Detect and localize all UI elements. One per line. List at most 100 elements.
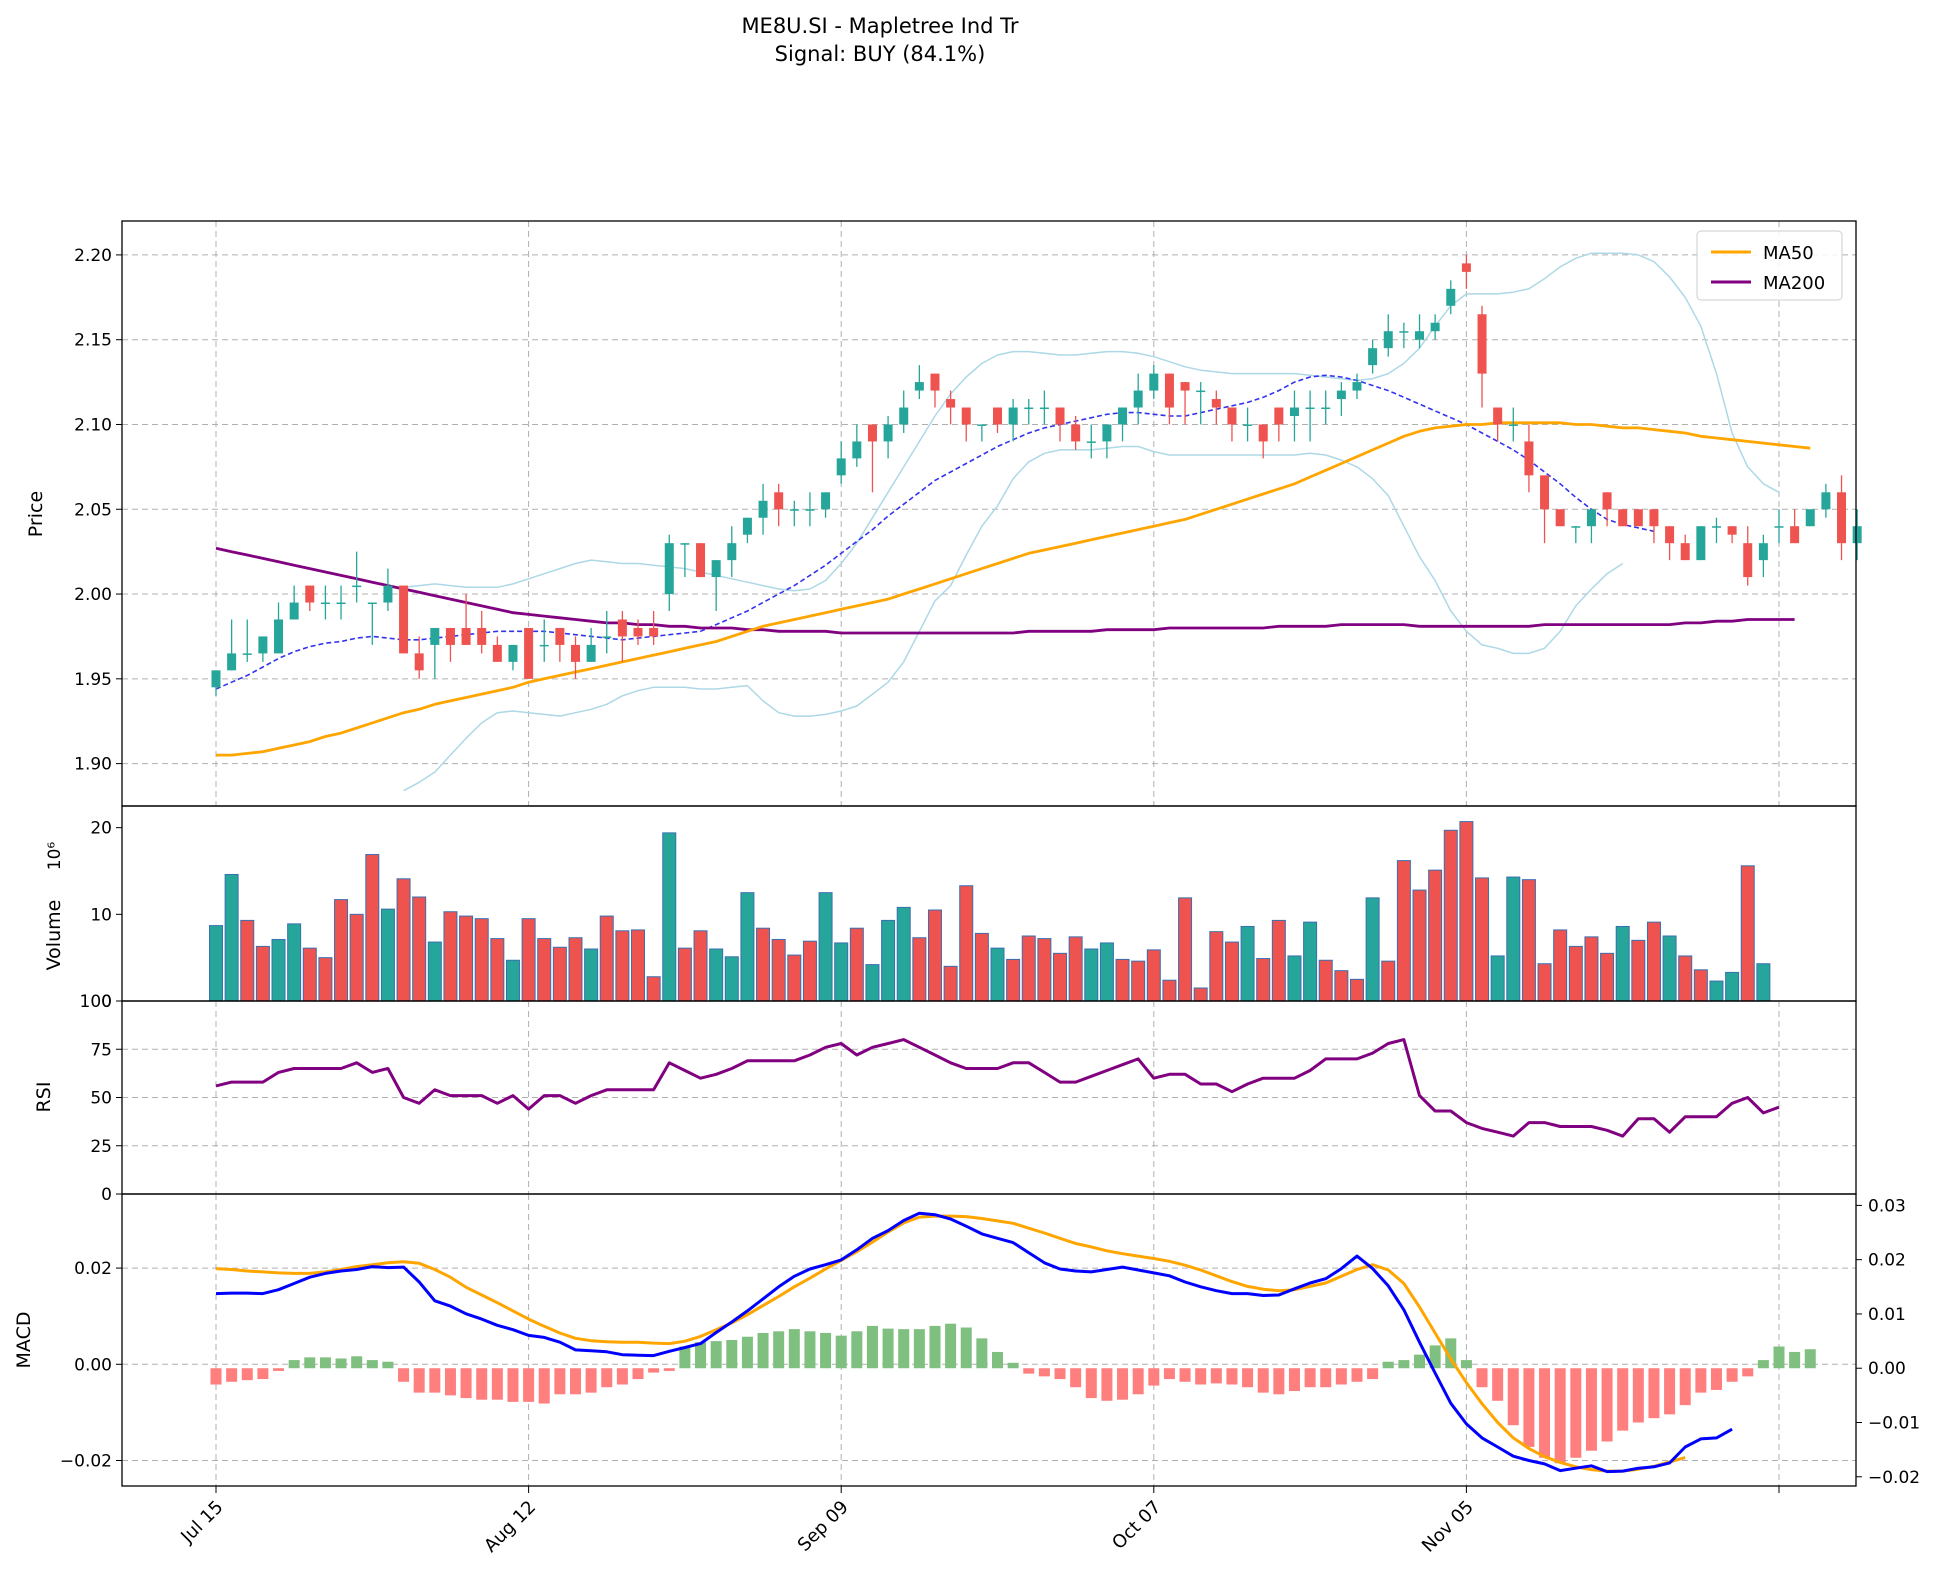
volume-bar (459, 915, 474, 1002)
candle-up (727, 543, 737, 561)
candle-up (602, 636, 612, 638)
rsi-ylabel: RSI (33, 1082, 55, 1113)
macd-histogram-bar-negative (1132, 1368, 1144, 1395)
macd-histogram-bar-negative (1601, 1368, 1613, 1442)
price-y-tick-label: 1.95 (74, 670, 112, 690)
macd-histogram-bar-positive (1757, 1360, 1769, 1369)
macd-histogram-bar-positive (695, 1342, 707, 1369)
volume-bar (1553, 929, 1568, 1002)
candle-down (461, 627, 471, 645)
candle-up (1336, 390, 1346, 400)
candle-down (617, 619, 627, 637)
volume-bar (693, 930, 708, 1002)
candle-down (930, 373, 940, 391)
rsi-y-tick-label: 100 (80, 992, 112, 1012)
price-y-tick-label: 1.90 (74, 755, 112, 775)
candle-down (445, 627, 455, 645)
macd-frame (121, 1193, 1857, 1487)
price-legend[interactable]: MA50 MA200 (1696, 230, 1843, 301)
candle-up (1508, 424, 1518, 426)
macd-histogram-bar-positive (992, 1351, 1003, 1369)
macd-histogram-bar-negative (1648, 1368, 1660, 1419)
volume-bar (1443, 829, 1458, 1002)
volume-bar (818, 892, 833, 1002)
volume-bar (1318, 959, 1333, 1002)
candle-up (1774, 526, 1784, 528)
volume-bar (912, 937, 927, 1002)
volume-bar (318, 957, 333, 1002)
volume-bar (1646, 921, 1661, 1002)
candle-up (1086, 441, 1096, 443)
volume-bar (631, 929, 646, 1002)
macd-histogram-bar-negative (1320, 1368, 1332, 1388)
volume-bar (1709, 980, 1724, 1002)
volume-y-tick-label: 10 (90, 905, 112, 925)
candle-up (1024, 407, 1034, 410)
candle-up (680, 543, 690, 545)
legend-ma50-label: MA50 (1763, 243, 1814, 264)
candle-down (1274, 407, 1284, 425)
macd-histogram-bar-positive (710, 1341, 722, 1369)
volume-bar (677, 947, 692, 1002)
candle-up (1118, 407, 1128, 425)
volume-bar (1365, 897, 1380, 1002)
macd-histogram-bar-positive (1460, 1360, 1472, 1369)
volume-bar (224, 873, 239, 1002)
macd-histogram-bar-negative (210, 1368, 222, 1385)
macd-histogram-bar-negative (569, 1368, 581, 1395)
macd-histogram-bar-positive (1773, 1346, 1785, 1369)
volume-bar (1193, 987, 1208, 1002)
x-tick-label: Sep 09 (794, 1497, 853, 1556)
volume-bar (1521, 879, 1536, 1002)
candle-up (1368, 348, 1378, 366)
macd-histogram-bar-negative (1038, 1368, 1050, 1377)
candle-down (1477, 314, 1487, 374)
volume-bar (537, 938, 552, 1002)
macd-histogram-bar-positive (319, 1357, 331, 1369)
x-axis: Jul 15 Aug 12 Sep 09 Oct 07 Nov 05 (176, 1486, 1780, 1557)
macd-histogram-bar-negative (413, 1368, 425, 1393)
volume-bar (490, 938, 505, 1002)
volume-bar (1084, 948, 1099, 1002)
macd-ylabel: MACD (13, 1312, 35, 1369)
volume-bar (865, 964, 880, 1002)
macd-histogram-bar-positive (882, 1328, 894, 1369)
volume-bar (724, 956, 739, 1002)
candle-up (852, 441, 862, 459)
candle-up (211, 670, 221, 688)
macd-histogram-bar-negative (1632, 1368, 1644, 1423)
volume-bar (881, 919, 896, 1002)
candle-up (789, 509, 799, 511)
candle-down (1665, 526, 1675, 544)
x-tick-label: Aug 12 (480, 1497, 540, 1557)
macd-histogram-bar-positive (976, 1338, 988, 1369)
macd-histogram-bar-positive (1398, 1360, 1410, 1369)
candle-up (320, 602, 330, 605)
volume-bar (349, 913, 364, 1002)
candle-up (430, 627, 440, 645)
volume-bar (1756, 963, 1771, 1002)
volume-bar (1537, 963, 1552, 1002)
candle-down (1680, 543, 1690, 561)
candle-down (993, 407, 1002, 425)
volume-bar (787, 954, 802, 1002)
macd-histogram-bar-positive (866, 1325, 878, 1369)
macd-histogram-bar-positive (773, 1331, 785, 1369)
volume-bar (834, 942, 849, 1002)
candle-up (352, 585, 362, 588)
macd-histogram-bar-negative (585, 1368, 597, 1393)
macd-histogram-bar-negative (601, 1368, 613, 1388)
candle-down (492, 644, 502, 662)
volume-bar (396, 878, 411, 1002)
candle-up (1415, 331, 1425, 340)
price-y-tick-label: 2.20 (74, 246, 112, 266)
macd-histogram-bar-negative (1523, 1368, 1535, 1447)
macd-histogram-bar-negative (1163, 1368, 1175, 1380)
candle-up (711, 560, 721, 578)
price-y-tick-label: 2.05 (74, 500, 112, 520)
candle-up (1243, 424, 1253, 426)
macd-y-tick-label: 0.02 (74, 1259, 112, 1279)
candle-up (977, 424, 987, 426)
macd-histogram-bar-negative (1085, 1368, 1097, 1399)
